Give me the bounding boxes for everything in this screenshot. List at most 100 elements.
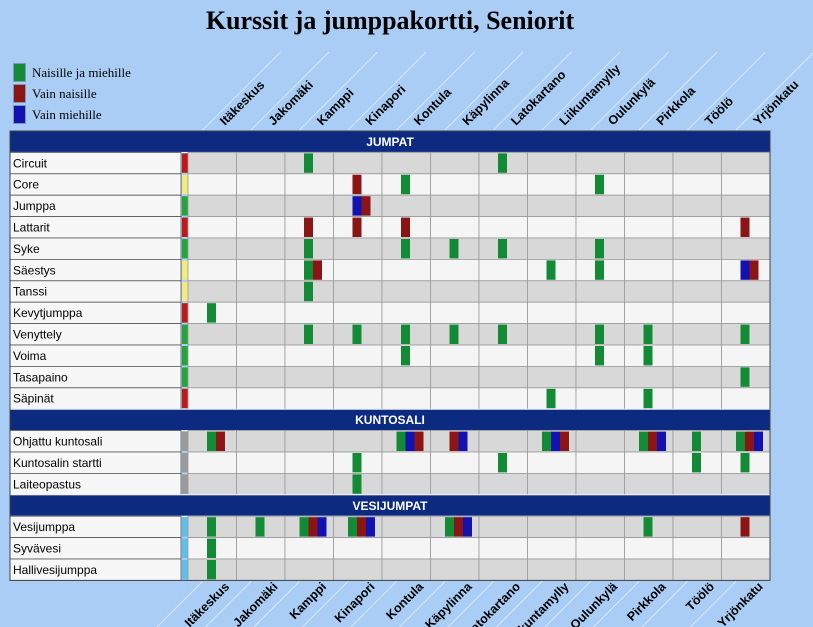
grid-cell <box>478 558 528 581</box>
grid-cell <box>236 558 286 581</box>
grid-cell <box>430 194 480 217</box>
grid-cell <box>624 237 674 260</box>
grid-cell <box>672 558 722 581</box>
row-color-stripe <box>182 538 188 558</box>
mark-vesijumppa-kamppi <box>317 517 327 537</box>
mark-vesijumppa-kinapori <box>357 517 366 537</box>
grid-cell <box>721 301 771 325</box>
mark-syke-oulunkylä <box>595 239 604 259</box>
grid-cell <box>672 151 722 175</box>
mark-ohjattu-kuntosali-liikuntamylly <box>551 431 560 451</box>
header-guide-bottom <box>398 581 446 627</box>
header-guide-bottom <box>204 581 252 627</box>
mark-kuntosalin-startti-latokartano <box>498 453 507 473</box>
grid-cell <box>527 216 577 239</box>
section-title-jumpat: JUMPAT <box>366 135 414 149</box>
grid-cell <box>333 537 383 560</box>
grid-cell <box>236 430 286 453</box>
grid-cell <box>236 323 286 346</box>
grid-cell <box>236 301 286 325</box>
row-color-stripe <box>182 260 188 280</box>
grid-cell <box>478 301 528 325</box>
grid-cell <box>333 301 383 325</box>
mark-laiteopastus-kinapori <box>352 474 362 494</box>
header-guide-bottom <box>301 581 349 627</box>
grid-cell <box>236 365 286 389</box>
grid-cell <box>575 472 625 496</box>
grid-cell <box>284 451 334 474</box>
grid-cell <box>527 280 577 303</box>
mark-ohjattu-kuntosali-itäkeskus <box>216 431 225 451</box>
row-label-ohjattu-kuntosali: Ohjattu kuntosali <box>13 435 102 449</box>
header-guide-bottom <box>495 581 543 627</box>
mark-core-kontula <box>401 174 410 195</box>
mark-vesijumppa-kamppi <box>299 517 309 537</box>
column-header-bottom-yrjönkatu: Yrjönkatu <box>715 580 766 627</box>
legend-item-both: Naisille ja miehille <box>14 62 131 83</box>
mark-syvävesi-itäkeskus <box>207 538 216 558</box>
row-label-vesijumppa: Vesijumppa <box>13 520 75 534</box>
row-color-stripe <box>182 174 188 195</box>
row-color-stripe <box>182 303 188 323</box>
grid-cell <box>284 430 334 453</box>
grid-cell <box>721 173 771 196</box>
grid-cell <box>624 451 674 474</box>
grid-cell <box>187 280 237 303</box>
mark-syke-kontula <box>401 239 410 259</box>
grid-cell <box>236 237 286 260</box>
grid-cell <box>381 258 431 282</box>
header-guide-bottom <box>350 581 397 627</box>
row-label-circuit: Circuit <box>13 156 48 170</box>
grid-cell <box>430 280 480 303</box>
row-label-voima: Voima <box>13 349 47 363</box>
mark-säestys-kamppi <box>313 260 322 280</box>
row-label-kevytjumppa: Kevytjumppa <box>13 306 83 320</box>
grid-cell <box>721 558 771 581</box>
grid-cell <box>527 301 577 325</box>
mark-ohjattu-kuntosali-yrjönkatu <box>754 431 763 451</box>
mark-kuntosalin-startti-töölö <box>692 453 701 473</box>
mark-circuit-kamppi <box>304 153 313 173</box>
grid-cell <box>672 258 722 282</box>
grid-cell <box>236 537 286 560</box>
grid-cell <box>333 151 383 175</box>
row-color-stripe <box>182 474 188 494</box>
grid-cell <box>478 472 528 496</box>
row-color-stripe <box>182 153 188 173</box>
grid-cell <box>236 387 286 410</box>
column-header-top-kinapori: Kinapori <box>363 82 409 128</box>
mark-circuit-latokartano <box>498 153 507 173</box>
mark-vesijumppa-käpylinna <box>445 517 454 537</box>
legend-label-men: Vain miehille <box>32 106 102 122</box>
row-label-jumppa: Jumppa <box>13 199 56 213</box>
grid-cell <box>624 365 674 389</box>
grid-cell <box>575 365 625 389</box>
column-header-top-käpylinna: Käpylinna <box>460 75 513 128</box>
mark-venyttely-käpylinna <box>449 324 459 344</box>
grid-cell <box>236 472 286 496</box>
column-header-bottom-itäkeskus: Itäkeskus <box>182 580 232 627</box>
grid-cell <box>187 151 237 175</box>
mark-lattarit-kontula <box>401 217 410 237</box>
grid-cell <box>236 344 286 367</box>
grid-cell <box>721 537 771 560</box>
grid-cell <box>333 365 383 389</box>
mark-ohjattu-kuntosali-kontula <box>405 431 415 451</box>
grid-cell <box>527 151 577 175</box>
grid-cell <box>721 151 771 175</box>
grid-cell <box>284 301 334 325</box>
grid-cell <box>624 151 674 175</box>
mark-venyttely-kontula <box>401 324 410 344</box>
mark-ohjattu-kuntosali-itäkeskus <box>207 431 216 451</box>
header-guide-bottom <box>592 581 640 627</box>
grid-cell <box>381 537 431 560</box>
mark-vesijumppa-käpylinna <box>463 517 472 537</box>
grid-cell <box>430 151 480 175</box>
table-frame <box>9 130 771 581</box>
grid-cell <box>381 451 431 474</box>
grid-cell <box>430 344 480 367</box>
grid-cell <box>478 216 528 239</box>
grid-cell <box>672 194 722 217</box>
grid-cell <box>721 472 771 496</box>
mark-lattarit-yrjönkatu <box>740 217 750 237</box>
